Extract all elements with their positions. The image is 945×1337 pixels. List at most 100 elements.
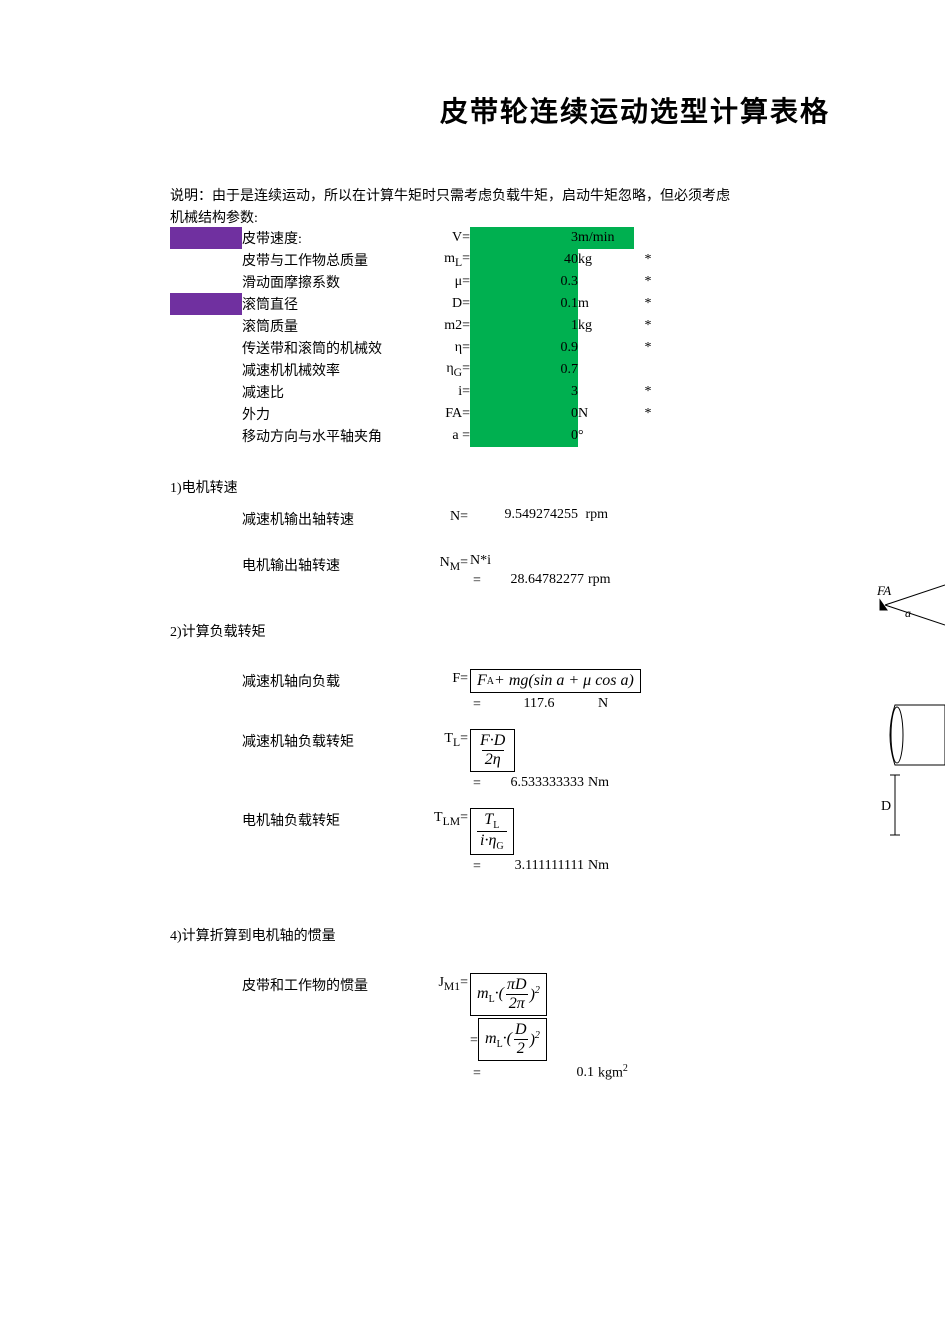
label-N: 减速机输出轴转速 — [242, 507, 426, 529]
eq-sign: = — [470, 774, 484, 792]
param-row: 滚筒直径D=0.1m* — [170, 293, 662, 315]
formula-JM1-line1: mL·( πD 2π )2 — [470, 973, 547, 1016]
frac-num-TL: F·D — [477, 732, 508, 750]
description-text: 说明：由于是连续运动，所以在计算牛矩时只需考虑负载牛矩，启动牛矩忽略，但必须考虑 — [170, 185, 945, 205]
calc-row-N: 减速机输出轴转速 N= 9.549274255 rpm — [170, 507, 945, 529]
param-marker — [170, 425, 242, 447]
val-TL: 6.533333333 — [484, 775, 584, 791]
val-TLM: 3.111111111 — [484, 858, 584, 874]
param-symbol: μ= — [426, 271, 470, 293]
param-row: 减速机机械效率ηG=0.7 — [170, 359, 662, 381]
param-label: 滑动面摩擦系数 — [242, 271, 426, 293]
calc-row-F: 减速机轴向负载 F= FA + mg(sin a + μ cos a) = 11… — [170, 669, 945, 715]
param-marker — [170, 403, 242, 425]
eq-sign: = — [470, 571, 484, 589]
formula-TL: F·D 2η — [470, 729, 515, 772]
param-symbol: a = — [426, 425, 470, 447]
params-heading: 机械结构参数: — [170, 207, 945, 227]
section2-heading: 2)计算负载转矩 — [170, 621, 945, 641]
calc-row-TLM: 电机轴负载转矩 TLM= TL i·ηG = 3.111111111 Nm — [170, 808, 945, 877]
frac-num-1: πD — [504, 976, 530, 994]
param-unit: ° — [578, 425, 634, 447]
param-marker — [170, 293, 242, 315]
param-label: 减速比 — [242, 381, 426, 403]
param-unit: kg — [578, 249, 634, 271]
param-row: 皮带与工作物总质量mL=40kg* — [170, 249, 662, 271]
frac-den-1: 2π — [506, 994, 528, 1013]
param-unit — [578, 381, 634, 403]
param-asterisk — [634, 425, 662, 447]
unit-TLM: Nm — [584, 858, 609, 874]
param-value: 40 — [470, 249, 578, 271]
param-asterisk: * — [634, 271, 662, 293]
params-table: 皮带速度:V=3m/min皮带与工作物总质量mL=40kg*滑动面摩擦系数μ=0… — [170, 227, 662, 447]
calc-row-TL: 减速机轴负载转矩 TL= F·D 2η = 6.533333333 Nm — [170, 729, 945, 794]
expr-NM: N*i — [470, 553, 491, 569]
label-NM: 电机输出轴转速 — [242, 553, 426, 575]
unit-TL: Nm — [584, 775, 609, 791]
sym-N: N= — [426, 507, 470, 525]
section4-heading: 4)计算折算到电机轴的惯量 — [170, 925, 945, 945]
param-unit: m/min — [578, 227, 634, 249]
param-symbol: m2= — [426, 315, 470, 337]
param-value: 0.3 — [470, 271, 578, 293]
label-TLM: 电机轴负载转矩 — [242, 808, 426, 830]
eq-sign: = — [470, 695, 484, 713]
unit-N: rpm — [582, 507, 609, 523]
frac-den-TL: 2η — [482, 750, 504, 769]
param-label: 滚筒直径 — [242, 293, 426, 315]
svg-text:a: a — [905, 606, 911, 620]
param-asterisk — [634, 359, 662, 381]
sym-TL: TL= — [426, 729, 470, 749]
param-symbol: ηG= — [426, 359, 470, 381]
section1-heading: 1)电机转速 — [170, 477, 945, 497]
label-JM1: 皮带和工作物的惯量 — [242, 973, 426, 995]
param-row: 滑动面摩擦系数μ=0.3 * — [170, 271, 662, 293]
label-F: 减速机轴向负载 — [242, 669, 426, 691]
eq-sign: = — [470, 1064, 484, 1082]
param-unit — [578, 359, 634, 381]
param-asterisk: * — [634, 293, 662, 315]
unit-NM: rpm — [584, 572, 611, 588]
val-N: 9.549274255 — [470, 507, 578, 523]
param-row: 皮带速度:V=3m/min — [170, 227, 662, 249]
param-asterisk: * — [634, 403, 662, 425]
sym-F: F= — [426, 669, 470, 687]
svg-text:D: D — [881, 799, 891, 814]
param-marker — [170, 271, 242, 293]
param-unit: kg — [578, 315, 634, 337]
param-label: 移动方向与水平轴夹角 — [242, 425, 426, 447]
param-value: 0 — [470, 403, 578, 425]
eq-sign: = — [470, 1031, 478, 1049]
sym-JM1: JM1= — [426, 973, 470, 993]
sym-TLM: TLM= — [426, 808, 470, 828]
param-value: 0.9 — [470, 337, 578, 359]
param-value: 3 — [470, 381, 578, 403]
val-JM1: 0.1 — [484, 1065, 594, 1081]
page-title: 皮带轮连续运动选型计算表格 — [170, 90, 945, 130]
val-F: 117.6 — [484, 696, 594, 712]
param-marker — [170, 359, 242, 381]
param-asterisk — [634, 227, 662, 249]
param-asterisk: * — [634, 337, 662, 359]
param-asterisk: * — [634, 249, 662, 271]
param-value: 0.7 — [470, 359, 578, 381]
svg-text:FA: FA — [876, 583, 891, 598]
param-asterisk: * — [634, 315, 662, 337]
param-symbol: mL= — [426, 249, 470, 271]
param-marker — [170, 337, 242, 359]
param-asterisk: * — [634, 381, 662, 403]
param-marker — [170, 249, 242, 271]
param-symbol: FA= — [426, 403, 470, 425]
param-symbol: D= — [426, 293, 470, 315]
param-symbol: i= — [426, 381, 470, 403]
calc-row-JM1: 皮带和工作物的惯量 JM1= mL·( πD 2π )2 = mL·( — [170, 973, 945, 1084]
frac-den-2: 2 — [514, 1039, 528, 1058]
param-row: 传送带和滚筒的机械效η=0.9* — [170, 337, 662, 359]
formula-JM1-line2: mL·( D 2 )2 — [478, 1018, 547, 1061]
param-value: 1 — [470, 315, 578, 337]
unit-F: N — [594, 696, 608, 712]
eq-sign: = — [470, 857, 484, 875]
param-unit — [578, 271, 634, 293]
param-row: 外力FA=0N* — [170, 403, 662, 425]
